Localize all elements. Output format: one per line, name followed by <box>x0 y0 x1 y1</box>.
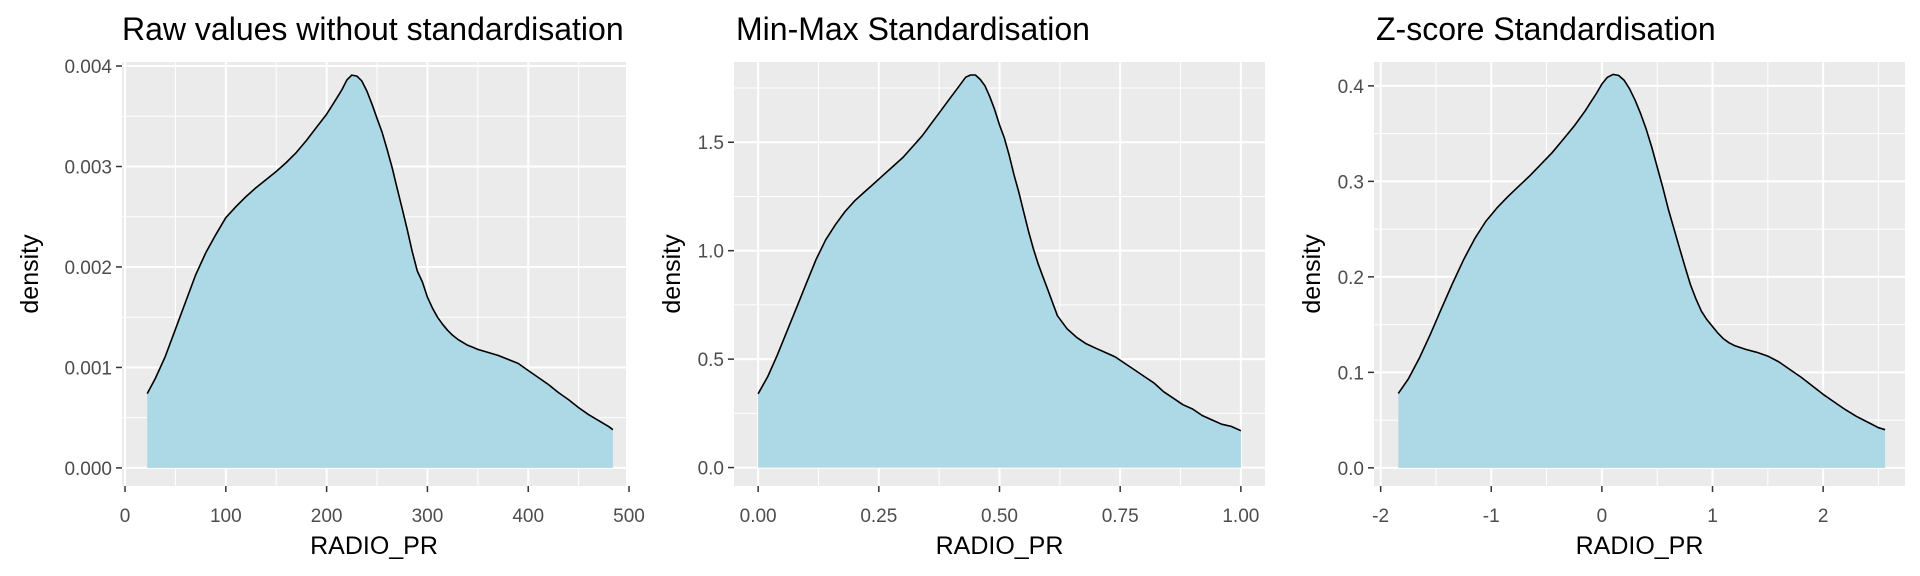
x-tick-label: 1.00 <box>1222 506 1259 527</box>
x-tick-label: 1 <box>1707 506 1718 527</box>
x-axis-label: RADIO_PR <box>1576 532 1704 560</box>
chart-panel-3: -2 -1 0 1 2 0.0 0.1 0.2 0.3 0.4 Z-score Standardis… <box>1298 11 1905 560</box>
chart-title: Min-Max Standardisation <box>736 11 1090 47</box>
x-tick-label: 0.75 <box>1102 506 1139 527</box>
y-tick-label: 0.0 <box>698 459 724 480</box>
x-axis-label: RADIO_PR <box>936 532 1064 560</box>
chart-panel-2: 0.00 0.25 0.50 0.75 1.00 0.0 0.5 1.0 1.5 Min-Max … <box>658 11 1265 560</box>
x-tick-label: 400 <box>512 506 544 527</box>
x-tick-label: -1 <box>1483 506 1500 527</box>
x-tick-label: 300 <box>412 506 444 527</box>
y-tick-label: 0.000 <box>64 459 112 480</box>
y-tick-label: 0.001 <box>64 358 112 379</box>
y-tick-label: 1.0 <box>698 242 724 263</box>
x-tick-label: 100 <box>210 506 242 527</box>
y-tick-label: 0.1 <box>1338 363 1364 384</box>
y-tick-label: 0.5 <box>698 350 724 371</box>
y-tick-label: 0.002 <box>64 258 112 279</box>
x-axis-label: RADIO_PR <box>310 532 438 560</box>
x-tick-label: 0.25 <box>860 506 897 527</box>
y-axis-label: density <box>658 234 686 314</box>
x-tick-label: 0 <box>120 506 131 527</box>
x-tick-label: 0 <box>1597 506 1608 527</box>
x-tick-label: 500 <box>613 506 645 527</box>
x-tick-label: 0.00 <box>740 506 777 527</box>
density-line <box>146 74 614 431</box>
density-area <box>147 75 613 468</box>
chart-title: Z-score Standardisation <box>1376 11 1716 47</box>
chart-title: Raw values without standardisation <box>122 11 624 47</box>
y-tick-label: 0.003 <box>64 157 112 178</box>
density-line <box>1397 73 1886 431</box>
y-tick-label: 0.2 <box>1338 268 1364 289</box>
density-area <box>758 75 1241 468</box>
density-area <box>1398 74 1886 468</box>
x-tick-label: -2 <box>1372 506 1389 527</box>
x-tick-label: 200 <box>311 506 343 527</box>
x-tick-label: 2 <box>1818 506 1829 527</box>
y-tick-label: 1.5 <box>698 133 724 154</box>
y-tick-label: 0.004 <box>64 57 112 78</box>
y-axis-label: density <box>16 234 44 314</box>
density-line <box>757 74 1242 432</box>
y-axis-label: density <box>1298 234 1326 314</box>
chart-panel-1: 0 100 200 300 400 500 0.000 0.001 0.002 0.003 0.00… <box>16 11 645 560</box>
y-tick-label: 0.3 <box>1338 172 1364 193</box>
y-tick-label: 0.4 <box>1338 77 1365 98</box>
x-tick-label: 0.50 <box>981 506 1018 527</box>
y-tick-label: 0.0 <box>1338 459 1364 480</box>
